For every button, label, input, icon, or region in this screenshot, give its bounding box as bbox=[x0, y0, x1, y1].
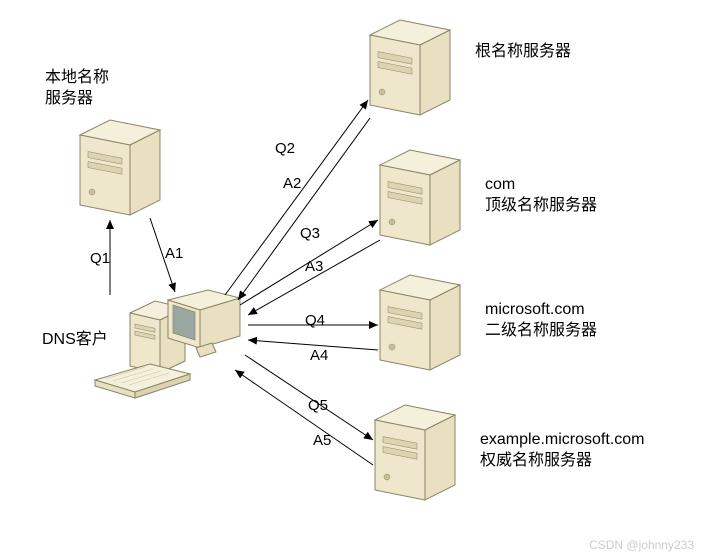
edge-q2 bbox=[225, 100, 368, 295]
root-server-label: 根名称服务器 bbox=[475, 42, 571, 63]
edge-label-q5: Q5 bbox=[308, 397, 328, 414]
edge-a2 bbox=[238, 118, 370, 300]
dns-client-icon bbox=[95, 290, 240, 398]
edge-a3 bbox=[248, 240, 380, 315]
local-server-icon bbox=[80, 120, 160, 215]
edge-label-q3: Q3 bbox=[300, 225, 320, 242]
edge-label-a4: A4 bbox=[310, 347, 328, 364]
root-server-icon bbox=[370, 20, 450, 115]
edge-label-q2: Q2 bbox=[275, 140, 295, 157]
edge-label-q4: Q4 bbox=[305, 312, 325, 329]
watermark: CSDN @johnny233 bbox=[589, 538, 694, 552]
example-server-icon bbox=[375, 405, 455, 500]
microsoft-server-icon bbox=[380, 275, 460, 370]
example-server-label: example.microsoft.com 权威名称服务器 bbox=[480, 430, 645, 472]
microsoft-server-label: microsoft.com 二级名称服务器 bbox=[485, 300, 597, 342]
edge-label-a3: A3 bbox=[305, 258, 323, 275]
edge-label-a5: A5 bbox=[313, 432, 331, 449]
com-server-icon bbox=[380, 150, 460, 245]
edge-a5 bbox=[235, 370, 373, 465]
com-server-label: com 顶级名称服务器 bbox=[485, 175, 597, 217]
edge-label-a1: A1 bbox=[165, 245, 183, 262]
local-server-label: 本地名称 服务器 bbox=[45, 68, 109, 110]
edge-label-q1: Q1 bbox=[90, 250, 110, 267]
dns-client-label: DNS客户 bbox=[42, 330, 108, 351]
edge-label-a2: A2 bbox=[283, 175, 301, 192]
